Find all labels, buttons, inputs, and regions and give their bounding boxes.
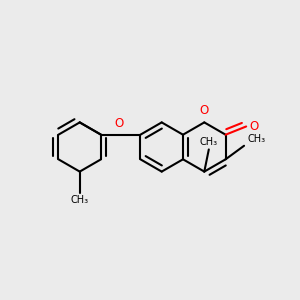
Text: O: O (200, 104, 209, 117)
Text: O: O (250, 120, 259, 133)
Text: CH₃: CH₃ (200, 137, 218, 147)
Text: CH₃: CH₃ (71, 195, 89, 205)
Text: O: O (115, 117, 124, 130)
Text: CH₃: CH₃ (247, 134, 265, 144)
